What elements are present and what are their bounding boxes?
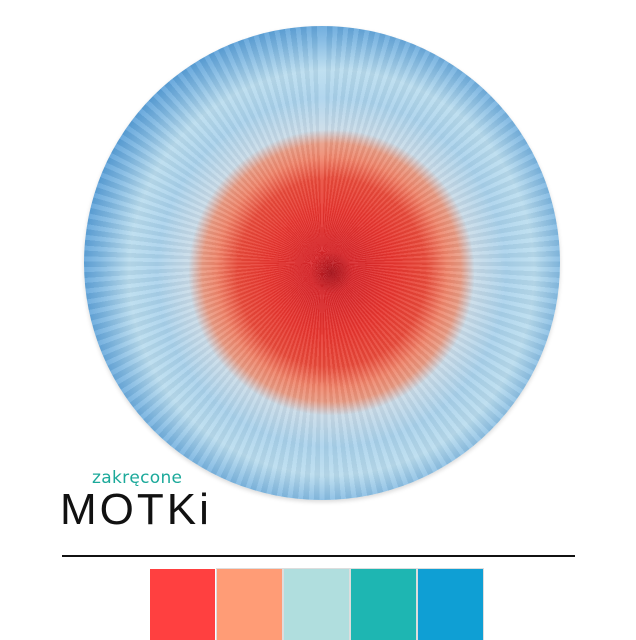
yarn-cake-image: [84, 26, 560, 500]
logo-wordmark: MOTKi: [60, 485, 212, 534]
divider: [62, 555, 575, 557]
logo-tagline: zakręcone: [92, 468, 183, 488]
color-swatch: [216, 568, 283, 640]
color-swatch: [283, 568, 350, 640]
color-swatch: [417, 568, 484, 640]
color-swatch: [150, 569, 215, 640]
color-swatch: [350, 568, 417, 640]
